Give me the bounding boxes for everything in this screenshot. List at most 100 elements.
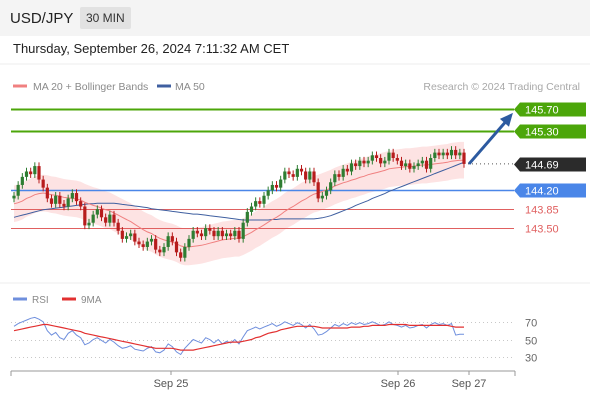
candle-body (158, 249, 162, 253)
candle-body (233, 230, 237, 237)
candle-body (83, 206, 87, 226)
candle-body (254, 201, 258, 207)
candle-body (220, 230, 224, 237)
candle-body (241, 222, 245, 239)
candle-body (216, 230, 220, 237)
candle-body (16, 184, 20, 196)
candle-body (395, 158, 399, 161)
price-level-label: 144.69 (525, 160, 559, 172)
candle-body (208, 228, 212, 231)
candle-body (95, 209, 99, 215)
candle-body (12, 195, 16, 199)
candle-body (204, 228, 208, 237)
candle-body (70, 193, 74, 199)
legend-label-9ma: 9MA (81, 295, 102, 306)
candle-body (287, 171, 291, 175)
legend-label-ma20: MA 20 + Bollinger Bands (33, 81, 148, 93)
candle-body (374, 155, 379, 158)
candle-body (166, 236, 170, 247)
candle-body (295, 168, 299, 177)
candle-body (404, 163, 408, 167)
candle-body (258, 201, 262, 204)
rsi-9ma-line (13, 323, 464, 351)
candle-body (45, 187, 49, 199)
candle-body (262, 195, 266, 204)
candle-body (20, 176, 24, 185)
legend-label-ma50: MA 50 (175, 81, 205, 93)
price-label-box (514, 102, 586, 117)
rsi-line (13, 316, 464, 356)
x-ticks: Sep 25 Sep 26 Sep 27 (154, 371, 487, 390)
price-level-label: 143.85 (525, 205, 559, 217)
candle-body (124, 236, 129, 239)
candle-body (449, 149, 454, 156)
candle-body (79, 201, 83, 207)
candle-body (437, 152, 441, 156)
forecast-arrow-head (499, 112, 513, 127)
candle-body (183, 246, 187, 258)
candle-body (249, 206, 254, 212)
candle-body (416, 163, 420, 167)
candle-body (358, 160, 362, 167)
candle-body (304, 171, 308, 180)
candle-body (329, 182, 333, 191)
candle-body (66, 198, 70, 207)
plot-area (11, 108, 514, 266)
candle-body (133, 233, 137, 242)
candle-body (324, 190, 329, 196)
candle-body (191, 230, 195, 239)
candle-body (399, 160, 404, 167)
candle-body (112, 214, 116, 223)
candle-body (354, 163, 358, 167)
datetime-label: Thursday, September 26, 2024 7:11:32 AM … (13, 41, 290, 56)
candle-body (320, 195, 324, 199)
candle-body (41, 179, 45, 188)
candle-body (283, 171, 287, 180)
candle-body (29, 171, 33, 175)
candle-body (454, 149, 458, 156)
candle-body (291, 174, 295, 177)
candle-body (433, 152, 437, 158)
candle-body (137, 241, 141, 245)
candle-body (170, 236, 174, 242)
timeframe-button[interactable]: 30 MIN (80, 7, 131, 29)
price-level-label: 144.20 (525, 186, 559, 198)
candle-body (441, 152, 445, 156)
price-level-label: 143.50 (525, 224, 559, 236)
candle-body (379, 158, 383, 164)
candle-body (237, 230, 241, 239)
candle-body (199, 233, 204, 237)
candle-body (266, 190, 270, 196)
candle-body (366, 160, 370, 164)
x-tick-label: Sep 26 (381, 378, 416, 390)
candle-body (445, 152, 449, 156)
candle-body (341, 168, 345, 177)
candle-body (33, 166, 37, 175)
candle-body (149, 238, 154, 242)
x-tick-label: Sep 25 (154, 378, 189, 390)
candle-body (91, 214, 95, 223)
candle-body (362, 160, 366, 164)
candle-body (387, 152, 391, 161)
candle-body (120, 230, 124, 239)
candle-body (87, 222, 91, 226)
price-label-box (514, 183, 586, 198)
candle-body (24, 171, 29, 177)
candle-body (104, 217, 108, 223)
price-levels (11, 108, 514, 229)
candle-body (462, 152, 466, 164)
candle-body (279, 179, 283, 188)
candle-body (270, 184, 274, 191)
candle-body (141, 244, 145, 247)
x-tick-label: Sep 27 (452, 378, 487, 390)
price-level-label: 145.30 (525, 127, 559, 139)
candle-body (308, 171, 312, 180)
candle-body (408, 163, 412, 169)
candle-body (154, 238, 158, 250)
candle-body (54, 195, 58, 204)
price-label-box (514, 157, 586, 172)
candle-body (316, 182, 320, 199)
candle-body (187, 238, 191, 247)
rsi-tick-label: 70 (525, 318, 537, 330)
